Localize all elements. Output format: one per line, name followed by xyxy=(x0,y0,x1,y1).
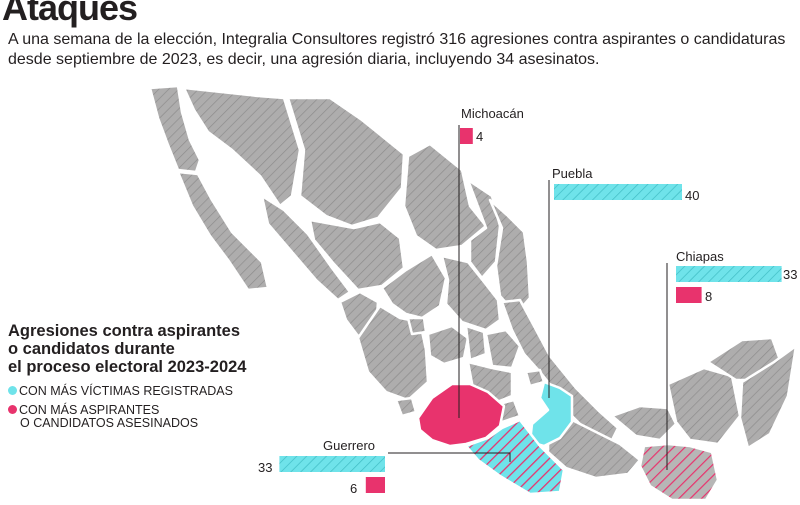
state-aguascalientes xyxy=(406,316,428,336)
value-guerrero-victims: 33 xyxy=(258,460,273,475)
bars xyxy=(279,128,782,493)
state-chihuahua xyxy=(286,96,406,228)
state-san-luis-potosi xyxy=(440,254,502,332)
value-puebla-victims: 40 xyxy=(685,188,700,203)
state-guanajuato xyxy=(426,324,470,366)
legend-item-victims: CON MÁS VÍCTIMAS REGISTRADAS xyxy=(8,385,233,398)
legend-title-line3: el proceso electoral 2023-2024 xyxy=(8,358,247,376)
value-michoacan-killed: 4 xyxy=(476,129,484,144)
value-guerrero-killed: 6 xyxy=(350,481,358,496)
state-zacatecas xyxy=(380,252,448,320)
bar-michoacn-killed xyxy=(460,128,473,144)
legend-killed-label-line1: CON MÁS ASPIRANTES xyxy=(19,403,160,417)
label-chiapas: Chiapas xyxy=(676,249,724,264)
leader-lines xyxy=(388,125,668,470)
state-sinaloa xyxy=(260,194,352,302)
state-durango xyxy=(308,218,406,292)
guerrero-leader xyxy=(388,452,511,462)
bar-chiapas-victims xyxy=(676,266,782,282)
legend-victims-dot-icon xyxy=(8,386,17,395)
state-puebla xyxy=(528,380,574,448)
page-title: Ataques xyxy=(2,0,138,28)
state-guerrero xyxy=(464,418,566,496)
legend-victims-label: CON MÁS VÍCTIMAS REGISTRADAS xyxy=(19,384,233,398)
bar-guerrero-victims xyxy=(279,456,385,472)
state-campeche xyxy=(666,366,742,446)
state-chiapas xyxy=(638,442,720,502)
value-chiapas-killed: 8 xyxy=(705,289,713,304)
legend-title: Agresiones contra aspirantes o candidato… xyxy=(8,322,278,376)
state-tlaxcala xyxy=(524,368,546,388)
state-colima xyxy=(394,396,418,418)
legend-killed-label-line2: O CANDIDATOS ASESINADOS xyxy=(20,416,199,430)
state-baja-california xyxy=(148,84,202,174)
legend-title-line2: o candidatos durante xyxy=(8,340,175,358)
page-subtitle: A una semana de la elección, Integralia … xyxy=(8,31,786,68)
state-michoacan xyxy=(416,382,506,448)
state-queretaro xyxy=(464,324,488,362)
bar-puebla-victims xyxy=(554,184,682,200)
label-guerrero: Guerrero xyxy=(323,438,376,453)
label-michoacan: Michoacán xyxy=(461,106,524,121)
state-baja-california-sur xyxy=(176,170,270,292)
state-tabasco xyxy=(610,404,678,442)
states-layer xyxy=(148,84,798,502)
bar-guerrero-killed xyxy=(365,477,385,493)
legend-title-line1: Agresiones contra aspirantes xyxy=(8,322,240,340)
value-chiapas-victims: 33 xyxy=(783,267,798,282)
state-oaxaca xyxy=(546,418,642,480)
state-quintana-roo xyxy=(738,344,798,450)
state-hidalgo xyxy=(484,328,522,370)
label-puebla: Puebla xyxy=(552,166,593,181)
bar-chiapas-killed xyxy=(676,287,702,303)
legend-item-killed: CON MÁS ASPIRANTES O CANDIDATOS ASESINAD… xyxy=(8,404,198,430)
legend-killed-dot-icon xyxy=(8,405,17,414)
